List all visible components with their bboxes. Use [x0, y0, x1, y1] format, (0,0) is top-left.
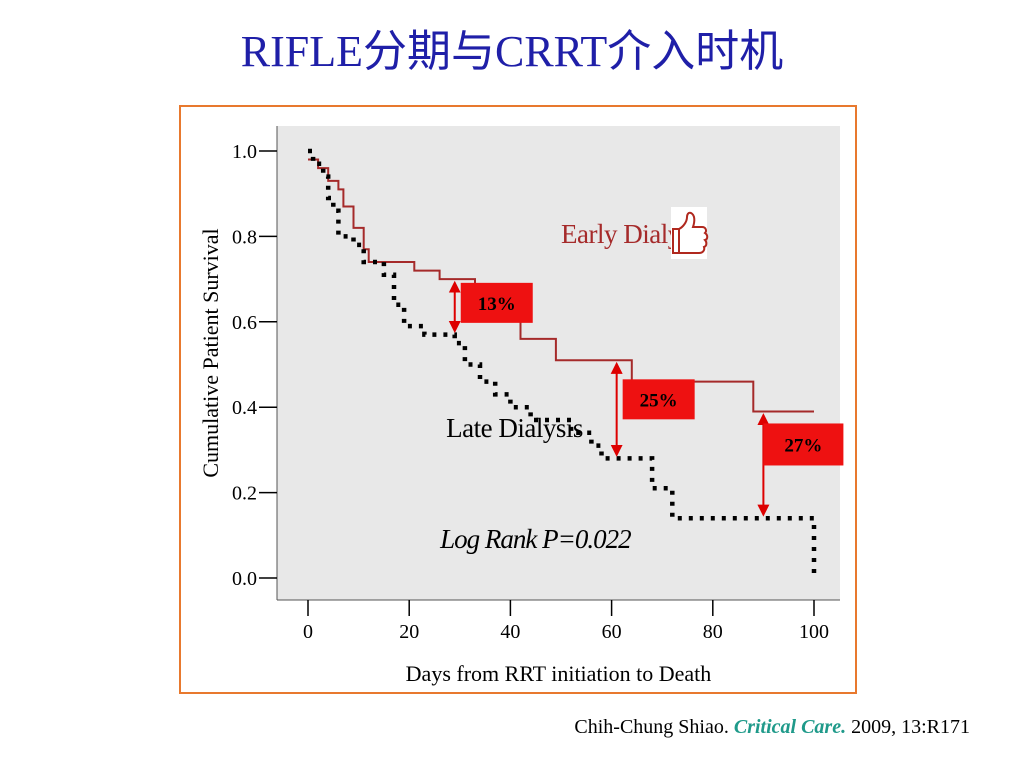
y-axis-label: Cumulative Patient Survival — [198, 228, 223, 477]
y-tick-label: 0.8 — [232, 226, 257, 248]
axes: 0.0 0.2 0.4 0.6 0.8 1.0 0 20 40 60 80 100 Days from … — [198, 126, 840, 686]
title-crrt: CRRT — [494, 27, 608, 76]
chart-frame: 0.0 0.2 0.4 0.6 0.8 1.0 0 20 40 60 80 100 Days from … — [179, 105, 857, 694]
plot-background — [277, 126, 840, 600]
y-tick-label: 0.6 — [232, 312, 257, 334]
thumbs-up-icon — [671, 207, 709, 259]
x-tick-label: 80 — [703, 621, 723, 643]
x-tick-label: 60 — [602, 621, 622, 643]
title-rifle: RIFLE — [240, 27, 363, 76]
citation-details: 2009, 13:R171 — [851, 716, 970, 738]
gap-badge — [622, 379, 695, 420]
x-tick-label: 0 — [303, 621, 313, 643]
early-dialysis-line — [308, 158, 814, 413]
citation: Chih-Chung Shiao. Critical Care. 2009, 1… — [574, 716, 970, 739]
slide-title: RIFLE分期与CRRT介入时机 — [0, 27, 1024, 76]
x-axis-label: Days from RRT initiation to Death — [406, 661, 712, 686]
gap-badge-label: 25% — [640, 390, 678, 411]
survival-chart: 0.0 0.2 0.4 0.6 0.8 1.0 0 20 40 60 80 100 Days from … — [198, 126, 844, 686]
y-tick-label: 0.2 — [232, 483, 257, 505]
gap-badge — [763, 423, 844, 466]
x-tick-label: 20 — [399, 621, 419, 643]
y-tick-label: 0.4 — [232, 397, 257, 419]
series-layer — [308, 148, 817, 578]
late-dialysis-label: Late Dialysis — [446, 413, 583, 443]
gap-badge-label: 27% — [784, 435, 822, 456]
x-tick-label: 100 — [799, 621, 829, 643]
log-rank-label: Log Rank P=0.022 — [439, 524, 631, 554]
y-tick-label: 0.0 — [232, 568, 257, 590]
gap-markers: 13% 25% 27% — [448, 280, 844, 517]
title-timing: 介入时机 — [607, 27, 784, 76]
title-staging: 分期与 — [362, 27, 495, 76]
gap-badge-label: 13% — [478, 294, 516, 315]
late-dialysis-line — [308, 148, 817, 578]
x-tick-label: 40 — [500, 621, 520, 643]
citation-author: Chih-Chung Shiao. — [574, 716, 729, 738]
gap-badge — [460, 282, 533, 323]
citation-journal: Critical Care. — [733, 716, 847, 738]
y-tick-label: 1.0 — [232, 141, 257, 163]
